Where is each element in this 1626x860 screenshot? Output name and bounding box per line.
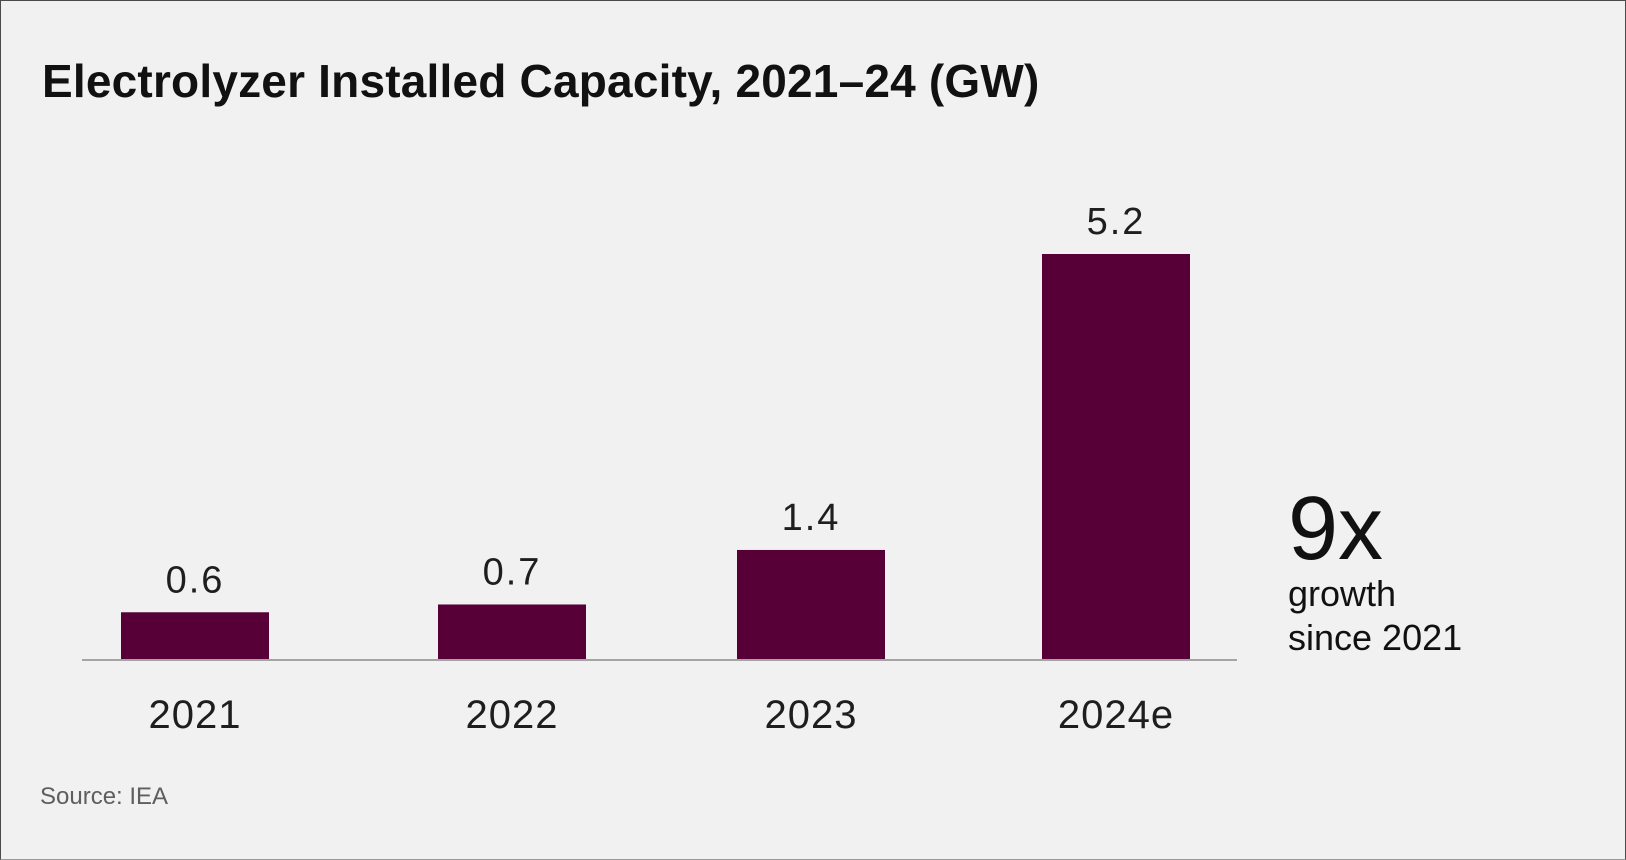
category-labels-group: 2021 2022 2023 2024e	[149, 693, 1174, 737]
bar-2023	[737, 549, 885, 659]
value-label-2024e: 5.2	[1087, 201, 1146, 243]
source-note: Source: IEA	[40, 783, 169, 810]
growth-callout: 9x growth since 2021	[1288, 479, 1463, 660]
value-label-2022: 0.7	[483, 551, 542, 593]
growth-text-line1: growth	[1288, 573, 1397, 614]
category-label-2024e: 2024e	[1058, 693, 1174, 737]
bar-2021	[121, 612, 269, 659]
bar-2022	[438, 604, 586, 659]
bar-2024e	[1042, 254, 1190, 659]
value-label-2021: 0.6	[166, 559, 225, 601]
value-labels-group: 0.6 0.7 1.4 5.2	[166, 201, 1146, 601]
category-label-2021: 2021	[149, 693, 242, 737]
growth-text-line2: since 2021	[1288, 617, 1463, 658]
category-label-2023: 2023	[765, 693, 858, 737]
growth-multiplier: 9x	[1288, 479, 1384, 579]
bars-group	[121, 254, 1190, 659]
value-label-2023: 1.4	[782, 497, 841, 539]
chart-title: Electrolyzer Installed Capacity, 2021–24…	[42, 55, 1040, 107]
category-label-2022: 2022	[466, 693, 559, 737]
